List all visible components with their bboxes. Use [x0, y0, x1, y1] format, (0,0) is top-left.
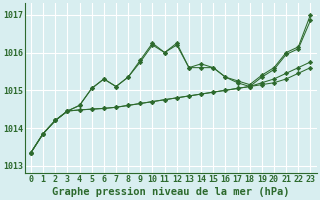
X-axis label: Graphe pression niveau de la mer (hPa): Graphe pression niveau de la mer (hPa)	[52, 186, 290, 197]
